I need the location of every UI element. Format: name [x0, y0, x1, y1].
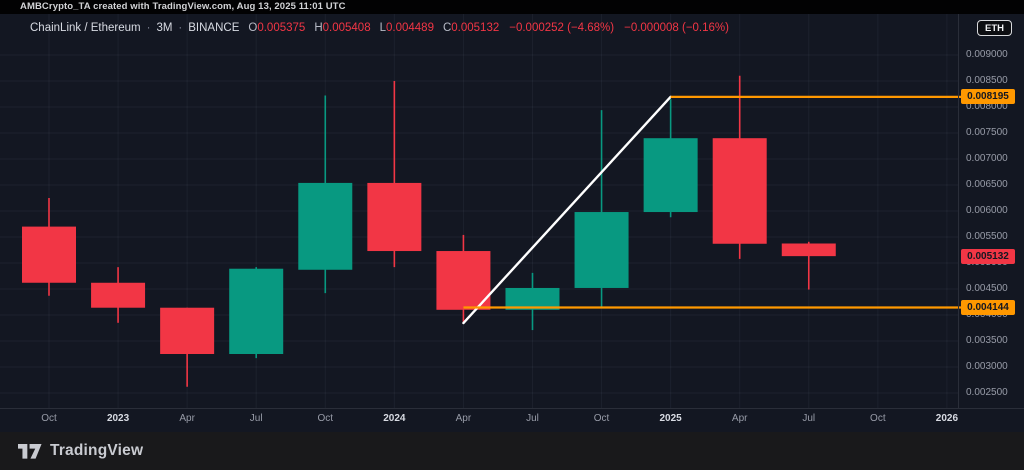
time-label-2023: 2023	[106, 413, 130, 424]
interval-value[interactable]: 3M	[156, 21, 173, 34]
candle-body-jul-2025	[781, 243, 836, 257]
drawing-level-tag-low: 0.004144	[961, 300, 1015, 315]
time-label-apr: Apr	[455, 413, 472, 424]
price-axis[interactable]: 0.009000 0.008500 0.008000 0.007500 0.007000…	[958, 14, 1024, 408]
time-label-jul: Jul	[249, 413, 263, 424]
time-axis[interactable]: Oct 2023 Apr Jul Oct 2024 Apr Jul Oct 2025 Apr Jul O…	[0, 408, 958, 432]
price-tick-0.007000: 0.007000	[966, 153, 1008, 164]
time-label-oct: Oct	[870, 413, 886, 424]
chart-region: ChainLink / Ethereum · 3M · BINANCE O0.0…	[0, 14, 1024, 432]
candle-body-oct-2024	[574, 212, 629, 288]
attribution-text: AMBCrypto_TA created with TradingView.co…	[20, 1, 346, 12]
high-readout: H0.005408	[314, 21, 371, 34]
price-tick-0.008000: 0.008000	[966, 101, 1008, 112]
change-session: −0.000008 (−0.16%)	[624, 21, 729, 34]
price-tick-0.006000: 0.006000	[966, 205, 1008, 216]
time-label-oct: Oct	[593, 413, 610, 424]
open-readout: O0.005375	[248, 21, 306, 34]
symbol-header: ChainLink / Ethereum · 3M · BINANCE O0.0…	[30, 20, 729, 35]
time-label-oct: Oct	[317, 413, 334, 424]
price-tick-0.002500: 0.002500	[966, 387, 1008, 398]
price-axis-divider	[958, 14, 959, 408]
time-label-2025: 2025	[659, 413, 682, 424]
attribution-bar: AMBCrypto_TA created with TradingView.co…	[0, 0, 1024, 14]
trendline[interactable]	[462, 95, 672, 325]
candle-body-apr-2024	[436, 251, 491, 310]
time-label-apr: Apr	[731, 413, 748, 424]
time-label-jul: Jul	[802, 413, 816, 424]
candle-body-jan-2023	[91, 282, 146, 308]
symbol-name[interactable]: ChainLink / Ethereum	[30, 21, 141, 34]
close-readout: C0.005132	[442, 21, 500, 34]
time-label-oct: Oct	[41, 413, 57, 424]
time-axis-divider	[0, 408, 1024, 409]
tradingview-wordmark[interactable]: TradingView	[50, 442, 144, 459]
price-tick-0.007500: 0.007500	[966, 127, 1008, 138]
header-separator: ·	[146, 21, 151, 34]
price-scale-currency-button[interactable]: ETH	[977, 20, 1012, 36]
price-tick-0.009000: 0.009000	[966, 49, 1008, 60]
time-label-jul: Jul	[526, 413, 539, 424]
candle-body-oct-2022	[22, 226, 76, 283]
candle-body-oct-2023	[298, 182, 353, 270]
footer-bar: TradingView	[0, 432, 1024, 470]
price-tick-0.003000: 0.003000	[966, 361, 1008, 372]
price-tick-0.003500: 0.003500	[966, 335, 1008, 346]
last-price-tag: 0.005132	[961, 248, 1015, 264]
price-tick-0.006500: 0.006500	[966, 179, 1008, 190]
price-tick-0.008500: 0.008500	[966, 75, 1008, 86]
time-label-2024: 2024	[383, 413, 406, 424]
candle-body-apr-2023	[160, 307, 215, 354]
candle-body-apr-2025	[712, 138, 767, 244]
chart-pane[interactable]	[0, 14, 1024, 432]
header-separator: ·	[178, 21, 183, 34]
tradingview-logo-icon[interactable]	[18, 443, 42, 460]
change-absolute: −0.000252 (−4.68%)	[509, 21, 615, 34]
time-label-2026: 2026	[935, 413, 959, 424]
price-scale-currency-label: ETH	[985, 22, 1004, 34]
candle-body-jan-2025	[643, 138, 698, 213]
candle-body-jul-2023	[229, 268, 284, 354]
price-tick-0.005500: 0.005500	[966, 231, 1008, 242]
candle-body-jul-2024	[505, 287, 560, 310]
low-readout: L0.004489	[379, 21, 434, 34]
time-label-apr: Apr	[179, 413, 195, 424]
candle-body-jan-2024	[367, 182, 422, 252]
price-tick-0.004500: 0.004500	[966, 283, 1008, 294]
drawing-level-tag-high: 0.008195	[961, 89, 1015, 105]
exchange-name: BINANCE	[188, 21, 240, 34]
